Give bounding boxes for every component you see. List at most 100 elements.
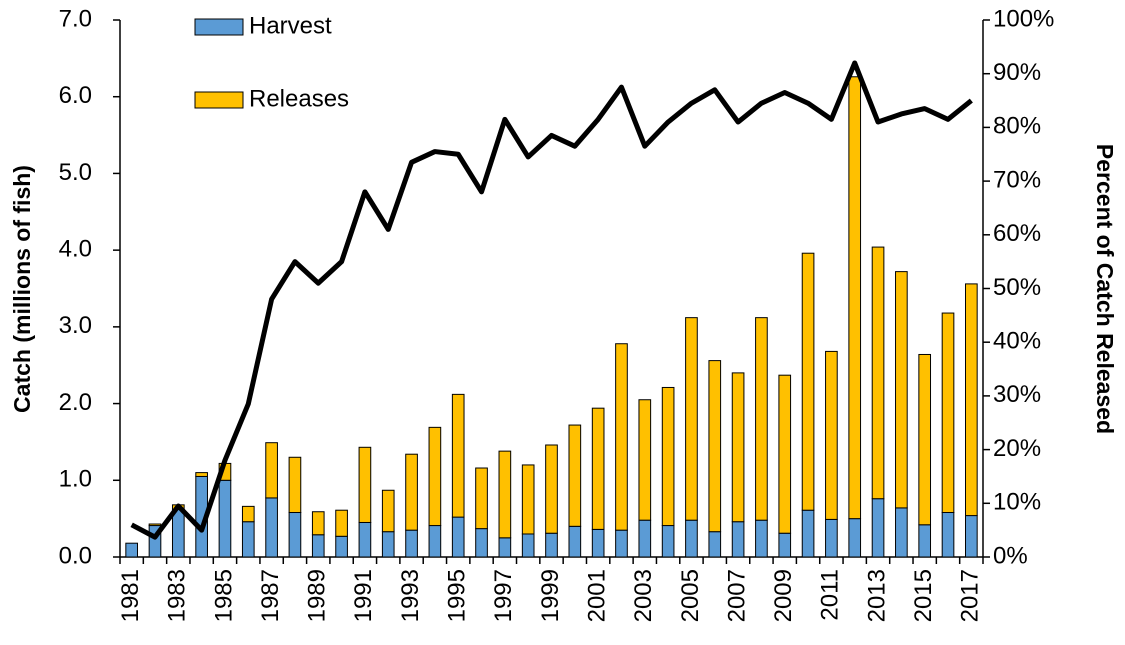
bar	[941, 312, 955, 514]
y2-tick-label: 0%	[993, 542, 1028, 569]
x-tick-label: 1997	[490, 569, 517, 622]
bar	[685, 317, 698, 521]
x-tick-label: 1983	[164, 569, 191, 622]
bar	[661, 525, 675, 558]
bar	[498, 450, 512, 539]
bar	[615, 529, 628, 558]
bar	[965, 283, 978, 517]
bar	[895, 271, 908, 509]
bar	[801, 509, 815, 558]
x-tick-label: 2007	[723, 569, 750, 622]
bar	[661, 386, 675, 527]
x-tick-label: 1993	[397, 569, 424, 622]
bar	[801, 252, 815, 511]
legend-label: Harvest	[249, 12, 332, 39]
x-tick-label: 2009	[770, 569, 797, 622]
bar	[125, 542, 138, 558]
x-tick-label: 1995	[444, 569, 471, 622]
y-tick-label: 6.0	[59, 82, 92, 109]
bar	[965, 515, 978, 558]
y2-axis-label: Percent of Catch Released	[1092, 144, 1118, 434]
bar	[335, 509, 348, 537]
bar	[498, 537, 512, 558]
y2-tick-label: 100%	[993, 5, 1054, 32]
x-tick-label: 2017	[957, 569, 984, 622]
bar	[475, 528, 488, 558]
bar	[825, 518, 838, 558]
legend-swatch	[194, 18, 244, 36]
bar	[288, 512, 302, 558]
y2-tick-label: 90%	[993, 59, 1041, 86]
bar	[591, 407, 605, 530]
bar	[428, 525, 442, 558]
y2-tick-label: 20%	[993, 435, 1041, 462]
bar	[918, 524, 932, 558]
y2-tick-label: 30%	[993, 381, 1041, 408]
x-tick-label: 1999	[537, 569, 564, 622]
legend-swatch	[194, 91, 244, 109]
bar	[778, 532, 792, 558]
y2-tick-label: 40%	[993, 328, 1041, 355]
bar	[358, 521, 372, 558]
bar	[521, 533, 535, 558]
bar	[148, 523, 162, 527]
bar	[848, 518, 862, 558]
bar	[265, 497, 278, 558]
y-axis-label: Catch (millions of fish)	[9, 165, 35, 413]
bar	[918, 353, 932, 526]
line	[130, 60, 973, 540]
bar	[848, 76, 862, 520]
bar	[615, 343, 628, 531]
bar	[381, 489, 395, 533]
bar	[195, 472, 208, 477]
x-tick-label: 1985	[210, 569, 237, 622]
bar	[451, 393, 465, 518]
x-tick-label: 1987	[257, 569, 284, 622]
x-tick-label: 1991	[350, 569, 377, 622]
bar	[405, 453, 418, 531]
legend-label: Releases	[249, 85, 349, 112]
y2-tick-label: 10%	[993, 489, 1041, 516]
x-tick-label: 2015	[910, 569, 937, 622]
x-tick-label: 2013	[863, 569, 890, 622]
bar	[311, 534, 325, 558]
y-tick-label: 4.0	[59, 235, 92, 262]
x-tick-label: 2001	[583, 569, 610, 622]
x-tick-label: 2011	[817, 569, 844, 621]
y-tick-label: 0.0	[59, 542, 92, 569]
bar	[568, 525, 582, 558]
bar	[638, 519, 652, 558]
bar	[521, 464, 535, 535]
bar	[358, 446, 372, 523]
bar	[451, 516, 465, 558]
bar	[708, 531, 722, 558]
bar	[381, 531, 395, 558]
bar	[685, 519, 698, 558]
bar	[871, 246, 885, 500]
bar	[731, 521, 745, 558]
bar	[871, 498, 885, 558]
bar	[545, 532, 558, 558]
x-tick-label: 1981	[117, 569, 144, 622]
bar	[708, 360, 722, 533]
bar	[825, 350, 838, 520]
bar	[755, 519, 768, 558]
y2-tick-label: 60%	[993, 220, 1041, 247]
bar	[591, 528, 605, 558]
bar	[218, 479, 232, 558]
bar	[731, 372, 745, 523]
bar	[311, 511, 325, 536]
x-tick-label: 2003	[630, 569, 657, 622]
bar	[335, 535, 348, 558]
x-tick-label: 1989	[304, 569, 331, 622]
y2-tick-label: 70%	[993, 166, 1041, 193]
y-tick-label: 3.0	[59, 312, 92, 339]
bar	[475, 467, 488, 530]
y-tick-label: 1.0	[59, 466, 92, 493]
bar	[895, 507, 908, 558]
bar	[755, 317, 768, 521]
bar	[638, 399, 652, 521]
y-tick-label: 2.0	[59, 389, 92, 416]
bar	[241, 505, 255, 523]
